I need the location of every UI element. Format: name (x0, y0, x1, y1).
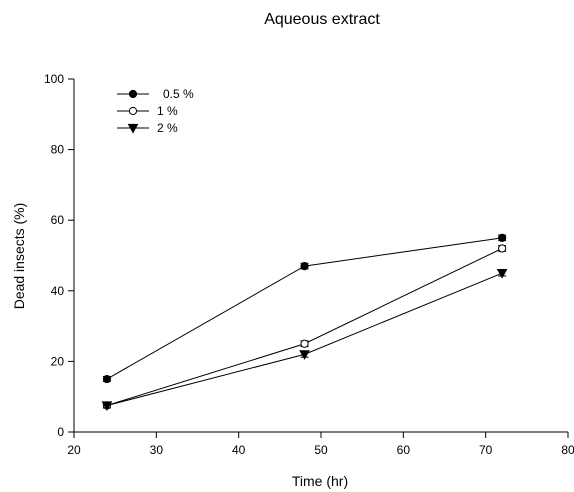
x-tick-label: 70 (479, 443, 493, 457)
y-tick-label: 0 (57, 425, 64, 439)
x-axis-label: Time (hr) (292, 473, 348, 489)
legend-item: 0.5 % (117, 87, 194, 101)
y-tick-label: 40 (51, 284, 65, 298)
x-tick-label: 40 (232, 443, 246, 457)
legend-label: 1 % (157, 104, 178, 118)
chart-title: Aqueous extract (264, 11, 380, 28)
data-point (498, 244, 507, 253)
legend: 0.5 % 1 % 2 % (117, 87, 194, 135)
x-tick-label: 30 (150, 443, 164, 457)
legend-item: 2 % (117, 121, 178, 135)
x-tick-label: 60 (397, 443, 411, 457)
legend-marker (128, 89, 138, 99)
y-tick-label: 100 (44, 72, 64, 86)
legend-marker (128, 106, 138, 116)
data-point (300, 339, 309, 348)
x-axis-ticks: 20 30 40 50 60 70 80 (67, 432, 574, 457)
y-tick-label: 20 (51, 354, 65, 368)
legend-label: 2 % (157, 121, 178, 135)
series-layer (101, 233, 508, 412)
legend-label: 0.5 % (163, 87, 194, 101)
series-line (106, 247, 503, 407)
data-point (102, 374, 112, 384)
y-tick-label: 60 (51, 213, 65, 227)
x-tick-label: 50 (314, 443, 328, 457)
series-1 (102, 233, 507, 384)
legend-item: 1 % (117, 104, 178, 118)
x-tick-label: 20 (67, 443, 81, 457)
y-axis-ticks: 0 20 40 60 80 100 (44, 72, 74, 439)
data-point (300, 261, 309, 271)
data-point (496, 269, 508, 279)
legend-marker (127, 123, 139, 134)
series-3 (101, 269, 508, 412)
y-tick-label: 80 (51, 143, 65, 157)
x-tick-label: 80 (561, 443, 574, 457)
series-line (106, 272, 503, 407)
y-axis-label: Dead insects (%) (11, 203, 27, 310)
data-point (498, 233, 507, 242)
data-point (299, 350, 310, 360)
data-point (101, 401, 113, 412)
